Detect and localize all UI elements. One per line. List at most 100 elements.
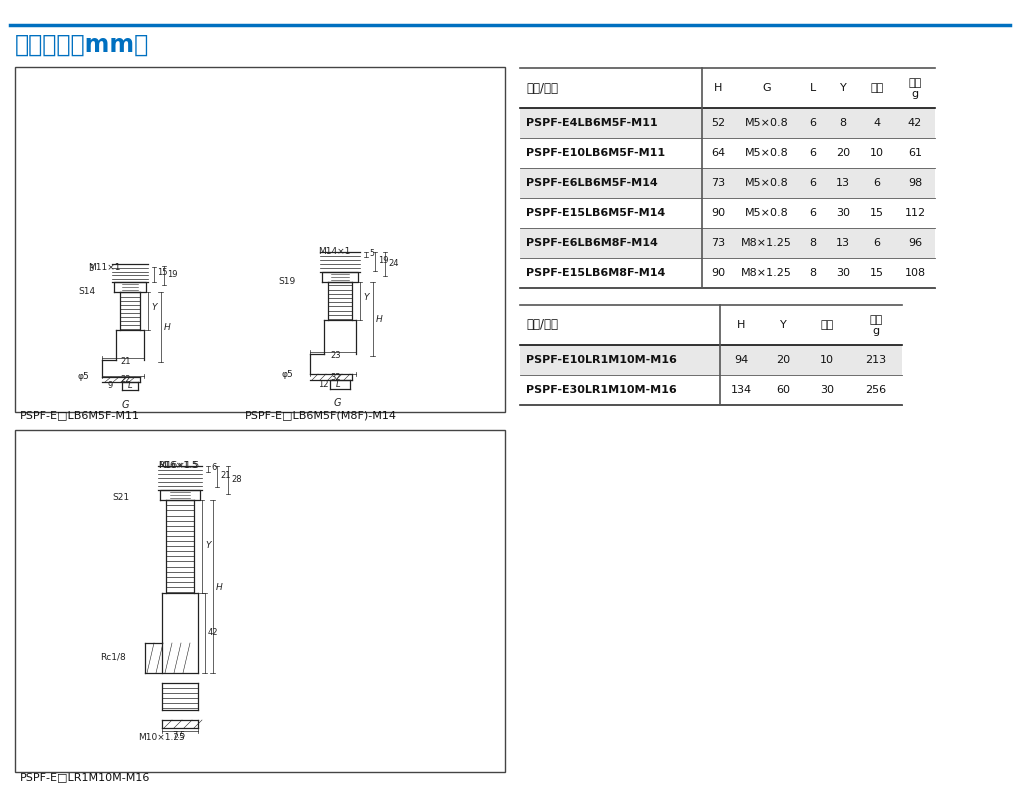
Text: H: H [164, 323, 170, 332]
Text: 32: 32 [330, 373, 340, 382]
Text: L: L [127, 381, 132, 390]
Text: 24: 24 [387, 259, 398, 268]
Text: 6: 6 [211, 463, 216, 472]
Text: 42: 42 [208, 628, 218, 637]
Text: M10×1.25: M10×1.25 [138, 733, 184, 742]
Text: 22: 22 [120, 375, 130, 384]
Text: PSPF-E30LR1M10M-M16: PSPF-E30LR1M10M-M16 [526, 385, 676, 395]
Text: 20: 20 [775, 355, 790, 365]
Text: 6: 6 [872, 238, 879, 248]
Text: 9: 9 [108, 381, 113, 390]
Bar [520, 198, 934, 228]
Text: PSPF-E4LB6M5F-M11: PSPF-E4LB6M5F-M11 [526, 118, 657, 128]
Text: H: H [736, 320, 745, 330]
Text: M5×0.8: M5×0.8 [744, 118, 788, 128]
Text: 256: 256 [864, 385, 886, 395]
Text: 15: 15 [157, 268, 167, 277]
Text: 96: 96 [907, 238, 921, 248]
Text: 90: 90 [710, 208, 725, 218]
Text: PSPF-E□LB6M5F-M11: PSPF-E□LB6M5F-M11 [20, 410, 140, 420]
Text: 13: 13 [836, 178, 849, 188]
Text: PSPF-E15LB6M8F-M14: PSPF-E15LB6M8F-M14 [526, 268, 664, 278]
Text: 行程: 行程 [869, 83, 882, 93]
Text: S14: S14 [77, 287, 95, 296]
Text: 尺寸规格（mm）: 尺寸规格（mm） [15, 33, 149, 57]
Text: 4: 4 [872, 118, 879, 128]
Text: 213: 213 [864, 355, 886, 365]
Text: 60: 60 [775, 385, 790, 395]
Bar [520, 108, 934, 138]
Text: M5×0.8: M5×0.8 [744, 148, 788, 158]
Text: 单重: 单重 [908, 78, 921, 88]
Text: 3: 3 [88, 264, 94, 273]
Text: M16×1.5: M16×1.5 [158, 461, 199, 470]
Text: 行程: 行程 [819, 320, 833, 330]
Text: M14×1: M14×1 [318, 247, 351, 256]
Text: 20: 20 [836, 148, 849, 158]
Text: 42: 42 [907, 118, 921, 128]
Text: 型号/尺寸: 型号/尺寸 [526, 318, 557, 331]
Text: PSPF-E10LB6M5F-M11: PSPF-E10LB6M5F-M11 [526, 148, 664, 158]
Text: 15: 15 [869, 208, 883, 218]
Text: 19: 19 [167, 270, 177, 279]
Text: 19: 19 [378, 256, 388, 265]
Text: M5×0.8: M5×0.8 [744, 178, 788, 188]
Text: 13: 13 [836, 238, 849, 248]
Text: PSPF-E6LB6M5F-M14: PSPF-E6LB6M5F-M14 [526, 178, 657, 188]
Text: M5×0.8: M5×0.8 [744, 208, 788, 218]
Text: Y: Y [205, 541, 210, 550]
Bar [520, 258, 934, 288]
Text: Y: Y [363, 293, 368, 302]
Text: PSPF-E15LB6M5F-M14: PSPF-E15LB6M5F-M14 [526, 208, 664, 218]
Text: 12: 12 [318, 380, 328, 389]
Text: 7.5: 7.5 [172, 731, 185, 740]
Bar [520, 168, 934, 198]
Text: 73: 73 [710, 238, 725, 248]
Text: 73: 73 [710, 178, 725, 188]
Text: S21: S21 [112, 493, 129, 502]
Text: M8×1.25: M8×1.25 [741, 238, 791, 248]
Text: 112: 112 [904, 208, 924, 218]
Text: 单重: 单重 [868, 315, 881, 325]
Text: 94: 94 [733, 355, 747, 365]
Text: 6: 6 [872, 178, 879, 188]
Text: 64: 64 [710, 148, 725, 158]
Text: G: G [122, 400, 129, 410]
Text: g: g [871, 326, 878, 336]
Text: PSPF-E□LR1M10M-M16: PSPF-E□LR1M10M-M16 [20, 772, 150, 782]
Text: H: H [376, 315, 382, 324]
Text: PSPF-E6LB6M8F-M14: PSPF-E6LB6M8F-M14 [526, 238, 657, 248]
Text: g: g [911, 89, 918, 99]
Text: 61: 61 [907, 148, 921, 158]
Bar [15, 67, 504, 412]
Text: 21: 21 [120, 357, 130, 366]
Text: 52: 52 [710, 118, 725, 128]
Text: 134: 134 [730, 385, 751, 395]
Text: Y: Y [151, 303, 156, 312]
Text: 6: 6 [809, 178, 815, 188]
Text: S19: S19 [278, 277, 294, 286]
Text: φ5: φ5 [77, 372, 90, 381]
Text: 6: 6 [809, 118, 815, 128]
Text: Rc1/8: Rc1/8 [100, 653, 125, 662]
Text: 30: 30 [836, 268, 849, 278]
Text: 10: 10 [819, 355, 834, 365]
Text: G: G [333, 398, 341, 408]
Text: 8: 8 [839, 118, 846, 128]
Text: PSPF-E□LB6M5F(M8F)-M14: PSPF-E□LB6M5F(M8F)-M14 [245, 410, 396, 420]
Text: 5: 5 [369, 249, 374, 258]
Bar [520, 228, 934, 258]
Text: PSPF-E10LR1M10M-M16: PSPF-E10LR1M10M-M16 [526, 355, 677, 365]
Text: 型号/尺寸: 型号/尺寸 [526, 82, 557, 94]
Text: 28: 28 [230, 475, 242, 484]
Text: M11×1: M11×1 [88, 263, 120, 272]
Text: φ5: φ5 [281, 370, 293, 379]
Text: L: L [809, 83, 815, 93]
Text: 21: 21 [220, 471, 230, 480]
Text: 10: 10 [869, 148, 883, 158]
Text: 23: 23 [330, 351, 340, 360]
Text: L: L [335, 380, 340, 389]
Bar [520, 375, 901, 405]
Bar [15, 430, 504, 772]
Text: H: H [216, 583, 222, 592]
